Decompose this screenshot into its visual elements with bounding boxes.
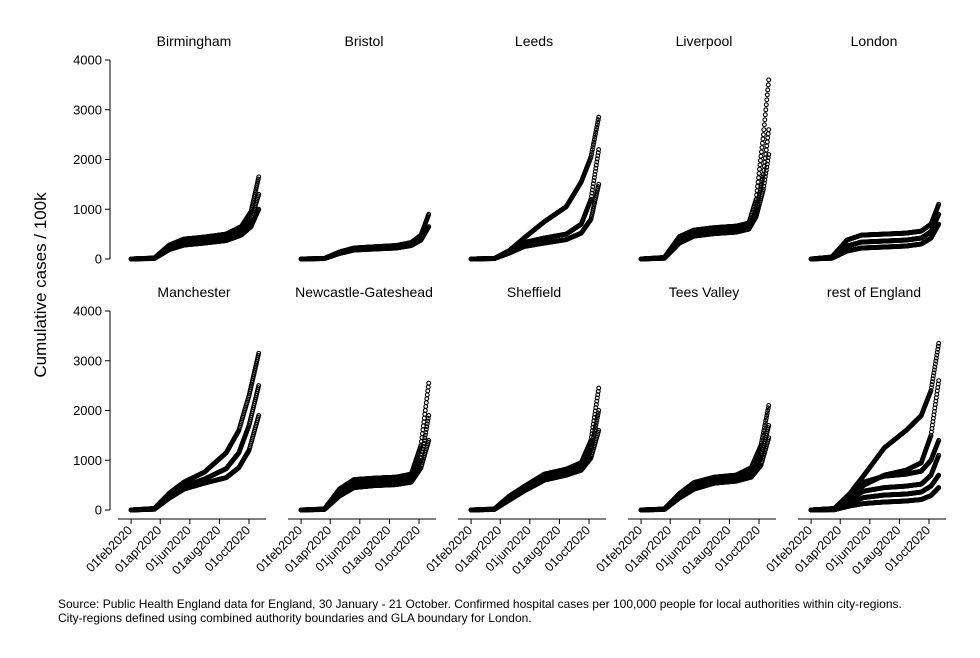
series-points xyxy=(129,384,260,512)
panel-birmingham: Birmingham 0 1000 2000 3000 4000 xyxy=(73,33,261,267)
y-tick-label: 4000 xyxy=(73,53,102,68)
data-point xyxy=(758,167,762,171)
y-tick-label: 4000 xyxy=(73,304,102,319)
data-point xyxy=(427,381,431,385)
panel-title: Birmingham xyxy=(157,33,232,49)
data-point xyxy=(762,128,766,132)
data-point xyxy=(764,108,768,112)
data-point xyxy=(763,118,767,122)
data-point xyxy=(424,401,428,405)
data-point xyxy=(765,98,769,102)
y-tick-label: 1000 xyxy=(73,202,102,217)
data-point xyxy=(764,148,768,152)
data-point xyxy=(766,136,770,140)
data-point xyxy=(423,408,427,412)
data-point xyxy=(766,83,770,87)
data-point xyxy=(758,163,762,167)
y-axis-title: Cumulative cases / 100k xyxy=(31,192,50,378)
data-point xyxy=(767,78,771,82)
y-tick-label: 2000 xyxy=(73,403,102,418)
data-point xyxy=(425,397,429,401)
panel-liverpool: Liverpool xyxy=(639,33,770,261)
series-points xyxy=(299,414,430,512)
data-point xyxy=(765,144,769,148)
panel-title: Newcastle-Gateshead xyxy=(295,284,433,300)
y-tick-label: 1000 xyxy=(73,453,102,468)
series-points xyxy=(299,212,430,261)
y-tick-label: 2000 xyxy=(73,152,102,167)
data-point xyxy=(763,113,767,117)
series-points xyxy=(129,207,260,261)
data-point xyxy=(422,416,426,420)
panel-leeds: Leeds xyxy=(469,33,600,261)
series-points xyxy=(299,381,430,512)
data-point xyxy=(767,128,771,132)
series-points xyxy=(639,128,770,261)
panel-newcastle-gateshead: Newcastle-Gateshead01feb202001apr202001j… xyxy=(254,284,436,577)
data-point xyxy=(760,146,764,150)
series-points xyxy=(129,175,260,261)
data-point xyxy=(760,150,764,154)
y-tick-label: 3000 xyxy=(73,102,102,117)
y-tick-label: 0 xyxy=(95,503,102,518)
data-point xyxy=(766,132,770,136)
data-point xyxy=(765,93,769,97)
y-tick-label: 3000 xyxy=(73,353,102,368)
data-point xyxy=(426,385,430,389)
data-point xyxy=(761,137,765,141)
y-tick-label: 0 xyxy=(95,252,102,267)
data-point xyxy=(761,133,765,137)
panel-title: Manchester xyxy=(157,284,230,300)
panel-london: London xyxy=(809,33,940,261)
series-points xyxy=(809,202,940,261)
data-point xyxy=(424,405,428,409)
panel-title: Liverpool xyxy=(676,33,733,49)
data-point xyxy=(757,176,761,180)
data-point xyxy=(764,103,768,107)
data-point xyxy=(762,123,766,127)
data-point xyxy=(423,412,427,416)
panel-title: London xyxy=(851,33,898,49)
data-point xyxy=(766,88,770,92)
series-points xyxy=(639,153,770,261)
data-point xyxy=(761,141,765,145)
data-point xyxy=(425,393,429,397)
data-point xyxy=(757,172,761,176)
data-point xyxy=(765,140,769,144)
panel-title: Bristol xyxy=(345,33,384,49)
data-point xyxy=(759,159,763,163)
panel-manchester: Manchester0100020003000400001feb202001ap… xyxy=(73,284,266,577)
data-point xyxy=(759,154,763,158)
data-point xyxy=(597,115,601,119)
panel-bristol: Bristol xyxy=(299,33,430,261)
panel-title: Leeds xyxy=(515,33,553,49)
data-point xyxy=(426,389,430,393)
